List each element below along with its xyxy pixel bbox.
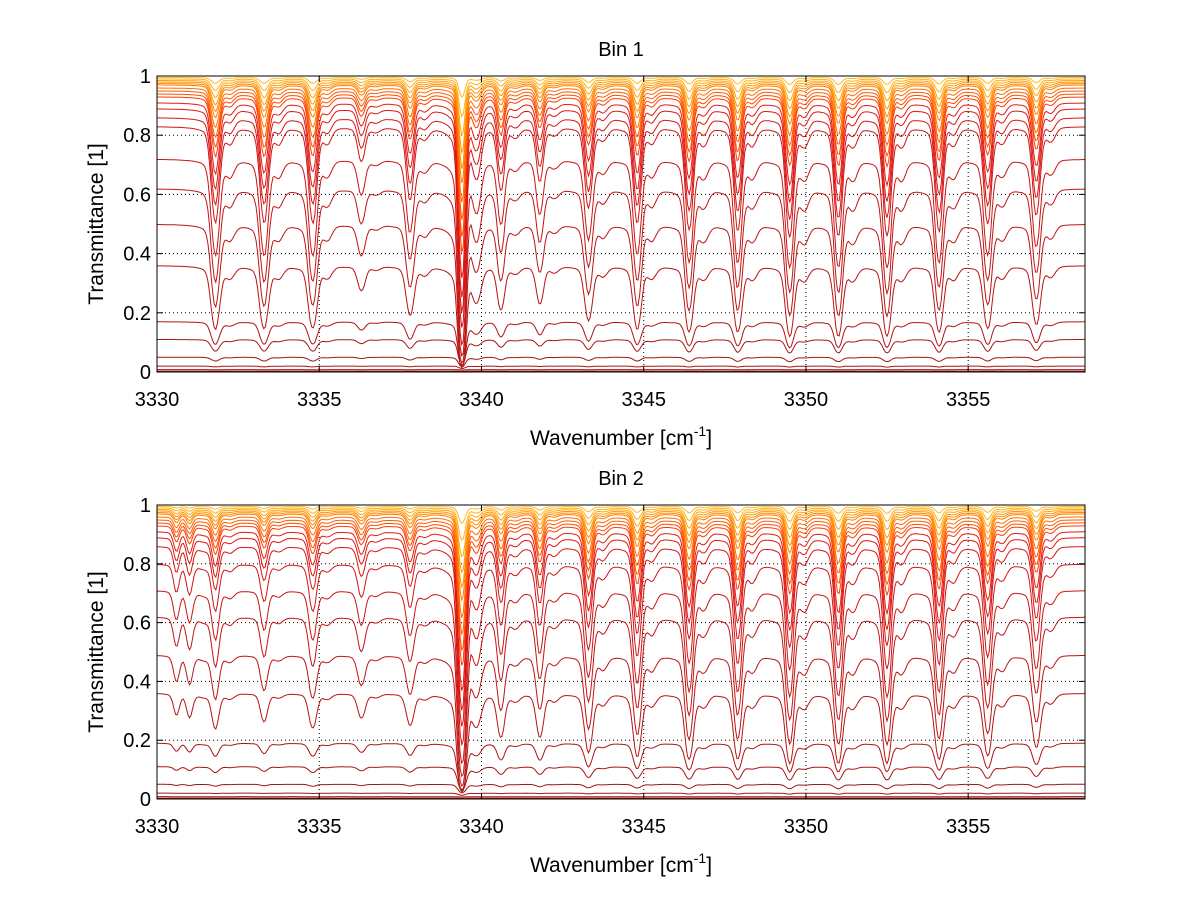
y-tick-label: 1 bbox=[140, 66, 151, 88]
transmittance-series bbox=[157, 102, 1086, 279]
transmittance-series bbox=[157, 96, 1086, 253]
transmittance-series bbox=[157, 546, 1085, 727]
transmittance-series bbox=[157, 510, 1085, 574]
y-tick-label: 0.6 bbox=[123, 184, 151, 206]
y-tick-label: 0.4 bbox=[123, 671, 151, 693]
transmittance-series bbox=[157, 356, 1085, 368]
x-axis-label-main: Wavenumber [cm bbox=[530, 427, 694, 450]
transmittance-series bbox=[157, 117, 1085, 313]
transmittance-series bbox=[156, 693, 1085, 793]
x-tick-label: 3330 bbox=[135, 816, 180, 838]
transmittance-series bbox=[156, 742, 1085, 791]
transmittance-series bbox=[157, 321, 1085, 367]
transmittance-series bbox=[157, 537, 1085, 711]
transmittance-series bbox=[157, 365, 1085, 370]
x-axis-label: Wavenumber [cm-1] bbox=[530, 423, 712, 450]
x-axis-label: Wavenumber [cm-1] bbox=[530, 850, 712, 877]
y-axis-label: Transmittance [1] bbox=[85, 143, 108, 304]
x-tick-label: 3355 bbox=[946, 816, 991, 838]
transmittance-series bbox=[156, 563, 1086, 747]
transmittance-series bbox=[157, 513, 1085, 602]
transmittance-series bbox=[156, 766, 1085, 791]
x-tick-label: 3340 bbox=[459, 389, 504, 411]
transmittance-series bbox=[157, 519, 1085, 636]
transmittance-series bbox=[157, 77, 1085, 98]
transmittance-series bbox=[157, 93, 1086, 237]
transmittance-series bbox=[157, 84, 1085, 184]
y-tick-label: 0.8 bbox=[123, 125, 151, 147]
transmittance-series bbox=[157, 783, 1085, 794]
transmittance-series bbox=[156, 158, 1085, 347]
y-tick-label: 0 bbox=[140, 362, 151, 384]
subplot-bin-1: 3330 3335 3340 3345 3350 3355 0 0.2 0.4 0.6 0.8 1 Bi… bbox=[85, 39, 1086, 450]
subplot-title: Bin 2 bbox=[598, 468, 644, 490]
axes-frame bbox=[156, 504, 1086, 800]
series-group bbox=[156, 506, 1086, 799]
transmittance-series bbox=[157, 509, 1085, 558]
x-tick-label: 3345 bbox=[621, 389, 666, 411]
x-tick-label: 3355 bbox=[946, 389, 991, 411]
y-tick-label: 1 bbox=[140, 495, 151, 517]
axes-frame bbox=[156, 75, 1086, 373]
subplot-title: Bin 1 bbox=[598, 39, 644, 61]
x-tick-label: 3340 bbox=[459, 816, 504, 838]
x-tick-label: 3345 bbox=[621, 816, 666, 838]
x-tick-label: 3350 bbox=[784, 816, 829, 838]
transmittance-series bbox=[157, 525, 1085, 666]
transmittance-series bbox=[156, 188, 1085, 358]
transmittance-series bbox=[157, 90, 1086, 220]
y-tick-label: 0.6 bbox=[123, 613, 151, 635]
transmittance-series bbox=[157, 80, 1085, 137]
transmittance-series bbox=[157, 512, 1085, 589]
transmittance-series bbox=[156, 655, 1085, 787]
x-axis-label-end: ] bbox=[706, 427, 712, 450]
y-tick-label: 0.2 bbox=[123, 730, 151, 752]
y-tick-label: 0.4 bbox=[123, 244, 151, 266]
subplot-bin-2: 3330 3335 3340 3345 3350 3355 0 0.2 0.4 0.6 0.8 1 Bi… bbox=[85, 468, 1086, 877]
transmittance-series bbox=[157, 516, 1085, 618]
series-group bbox=[156, 77, 1086, 372]
x-tick-label: 3350 bbox=[784, 389, 829, 411]
transmittance-series bbox=[157, 87, 1085, 203]
transmittance-series bbox=[157, 81, 1085, 155]
transmittance-series bbox=[157, 83, 1086, 169]
transmittance-series bbox=[157, 265, 1085, 369]
y-axis-label: Transmittance [1] bbox=[85, 571, 108, 732]
transmittance-series bbox=[157, 792, 1085, 796]
transmittance-series bbox=[156, 531, 1085, 691]
transmittance-series bbox=[157, 507, 1085, 541]
x-axis-label-superscript: -1 bbox=[694, 850, 707, 866]
x-tick-label: 3330 bbox=[135, 389, 180, 411]
transmittance-series bbox=[156, 590, 1086, 765]
transmittance-series bbox=[157, 108, 1086, 298]
y-tick-label: 0 bbox=[140, 789, 151, 811]
y-tick-label: 0.8 bbox=[123, 554, 151, 576]
transmittance-series bbox=[157, 506, 1085, 524]
x-axis-label-end: ] bbox=[706, 854, 712, 877]
x-axis-label-main: Wavenumber [cm bbox=[530, 854, 694, 877]
x-tick-label: 3335 bbox=[297, 816, 342, 838]
transmittance-series bbox=[157, 522, 1085, 652]
x-axis-label-superscript: -1 bbox=[694, 423, 707, 439]
y-tick-label: 0.2 bbox=[123, 303, 151, 325]
transmittance-series bbox=[157, 78, 1085, 118]
transmittance-series bbox=[157, 224, 1085, 365]
transmittance-series bbox=[156, 616, 1085, 778]
transmittance-series bbox=[156, 126, 1086, 328]
x-tick-label: 3335 bbox=[297, 389, 342, 411]
transmittance-series bbox=[157, 339, 1085, 366]
